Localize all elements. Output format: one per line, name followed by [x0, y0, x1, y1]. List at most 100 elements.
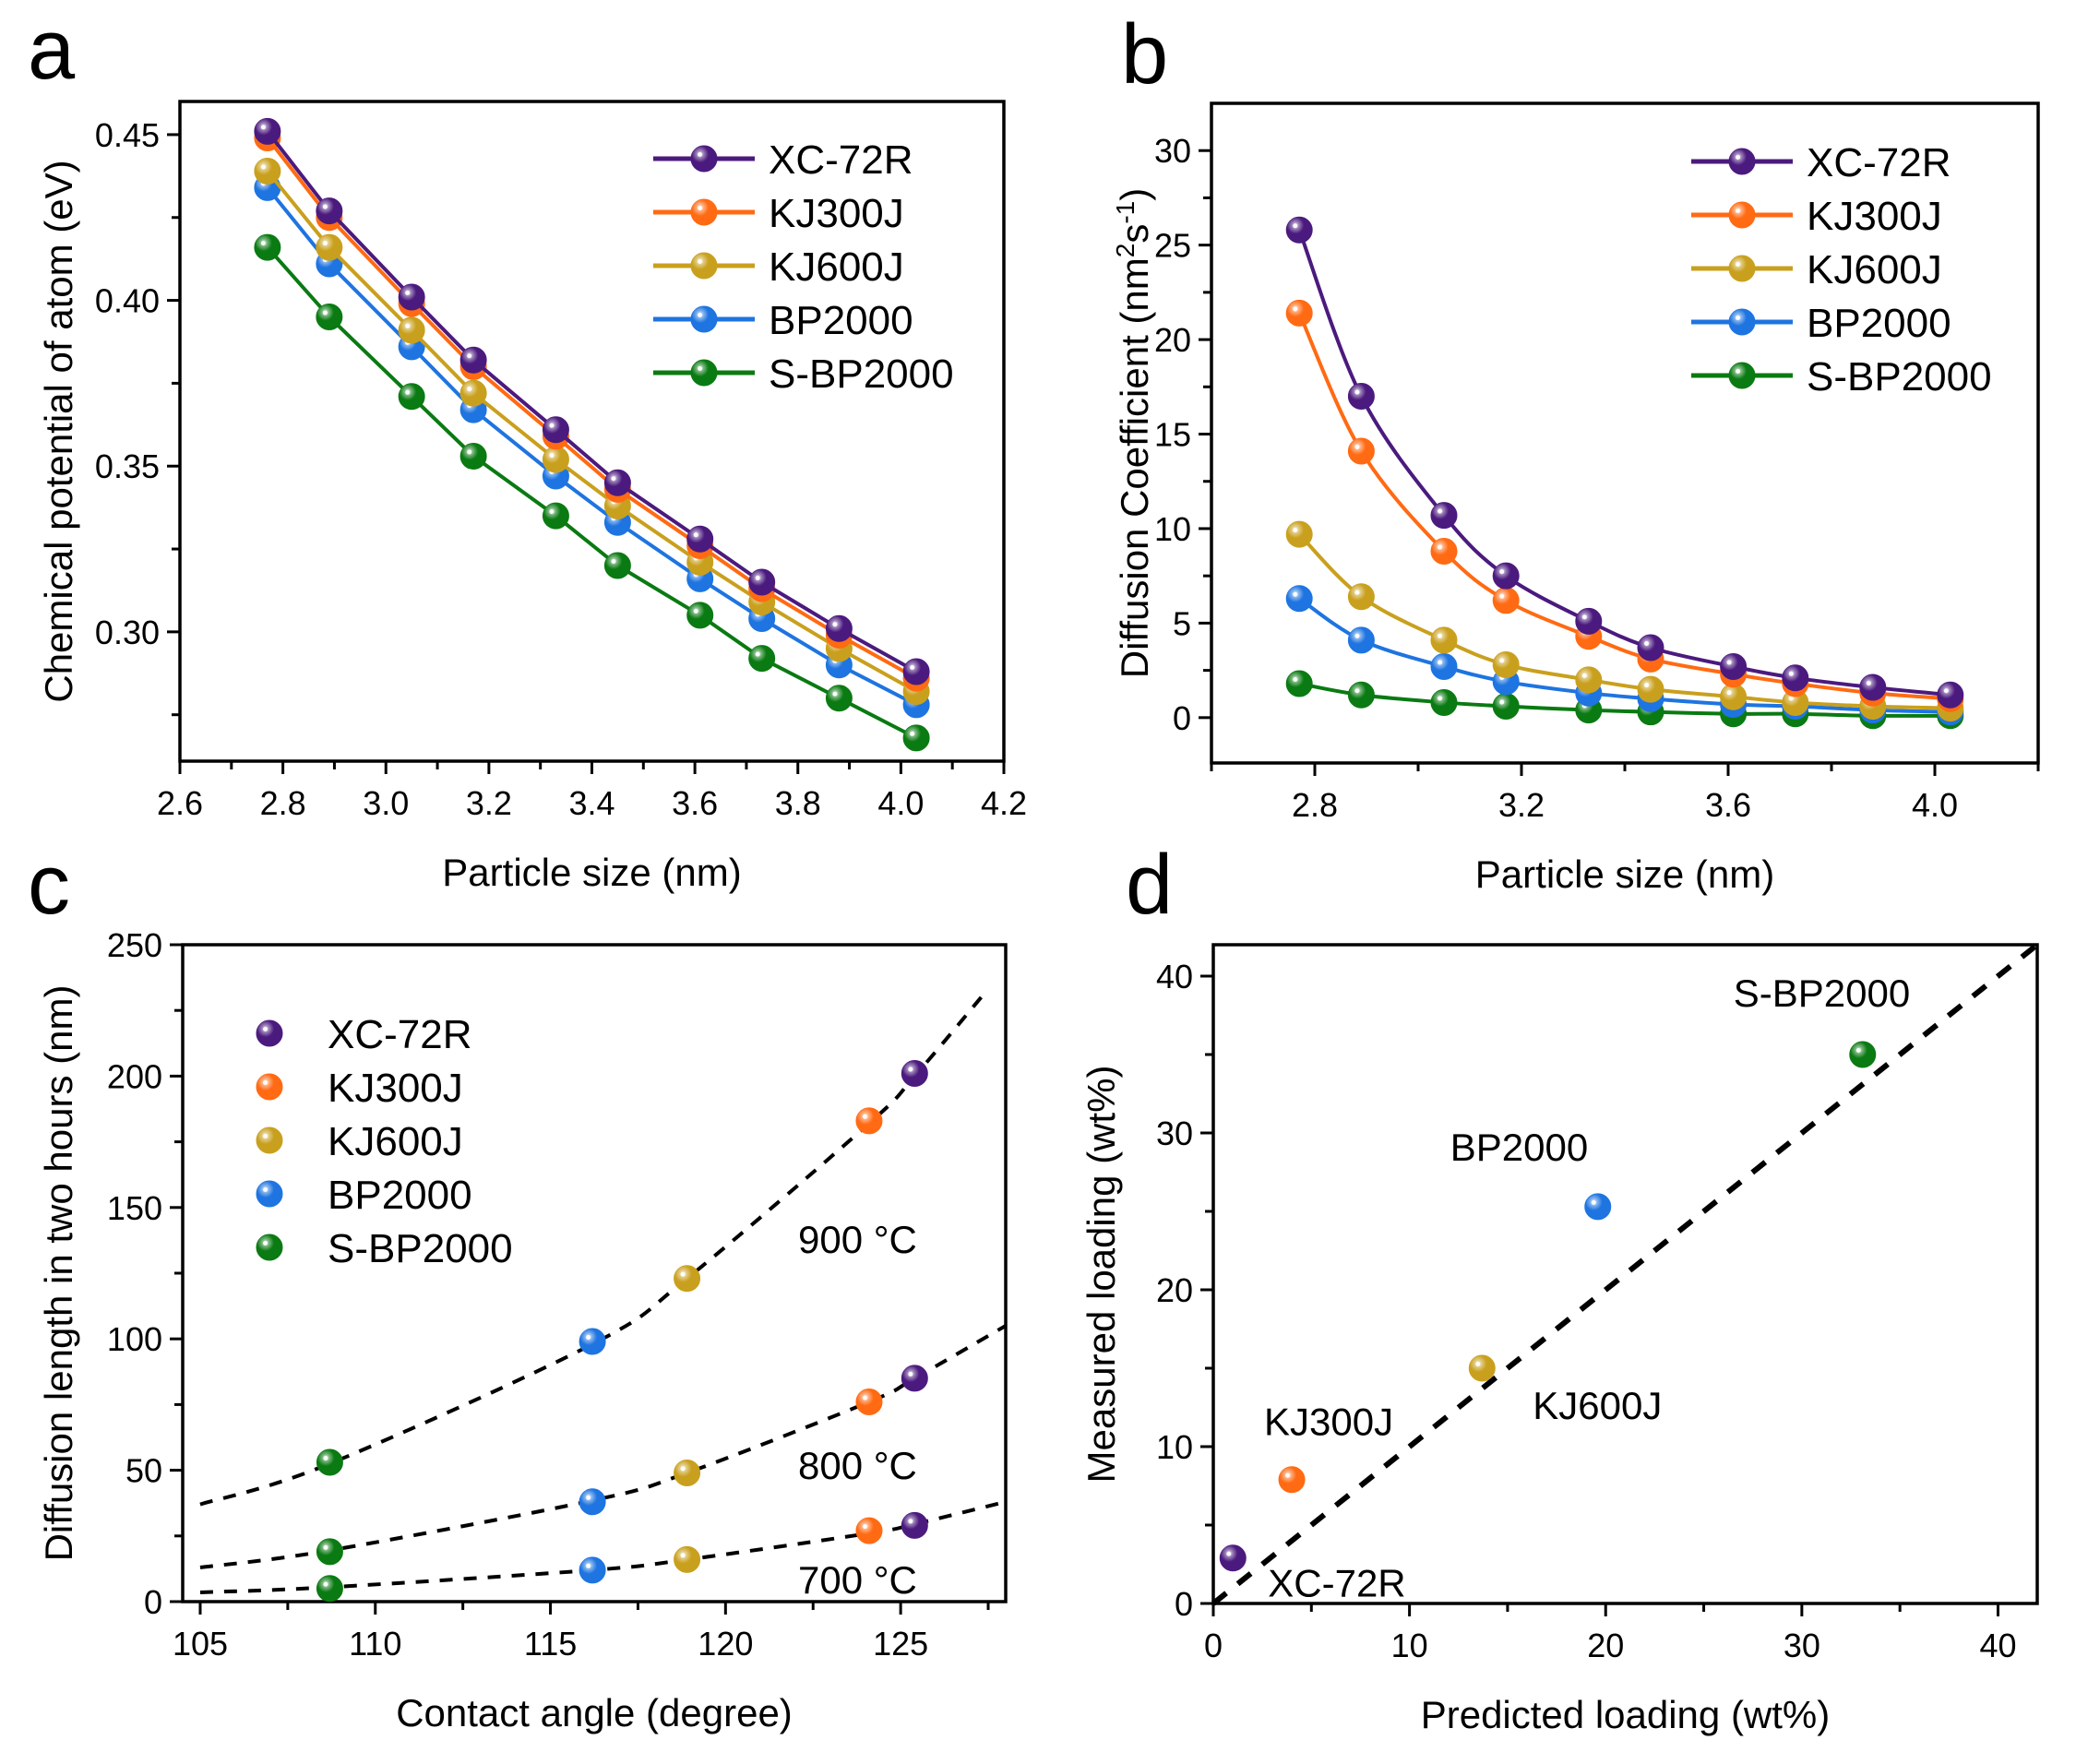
x-axis-title: Particle size (nm)	[1475, 852, 1774, 896]
legend-marker	[256, 1019, 283, 1047]
marker-glint	[549, 453, 555, 459]
data-point	[603, 552, 631, 579]
marker-highlight	[1782, 689, 1808, 716]
data-point	[459, 379, 487, 407]
data-point	[1285, 585, 1313, 613]
x-axis-title: Predicted loading (wt%)	[1421, 1693, 1831, 1736]
data-point	[1347, 681, 1375, 709]
marker-glint	[1226, 1551, 1232, 1556]
marker-highlight	[748, 568, 775, 595]
legend-marker	[690, 198, 718, 226]
data-point	[1782, 664, 1809, 692]
y-tick-label: 10	[1156, 1428, 1193, 1466]
data-point	[674, 1545, 701, 1573]
marker-glint	[1499, 569, 1505, 575]
y-tick-label: 0.35	[95, 447, 160, 485]
marker-highlight	[1348, 383, 1375, 410]
marker-glint	[322, 241, 328, 246]
marker-glint	[467, 353, 472, 359]
x-tick-label: 120	[698, 1625, 753, 1663]
series-XC-72R	[1285, 216, 1964, 709]
x-tick-label: 2.6	[157, 784, 203, 822]
data-point	[825, 685, 853, 712]
plot-frame	[1211, 943, 2039, 1605]
marker-glint	[1475, 1362, 1481, 1367]
data-point	[1849, 1041, 1877, 1068]
data-point	[254, 157, 281, 185]
y-axis-title-part: Diffusion Coefficient (nm	[1113, 257, 1156, 678]
marker-highlight	[1286, 521, 1313, 548]
marker-highlight	[901, 1512, 928, 1539]
point-label: XC-72R	[1268, 1562, 1405, 1605]
marker-highlight	[1729, 256, 1755, 281]
marker-glint	[1293, 676, 1298, 682]
y-axis-title: Diffusion length in two hours (nm)	[37, 985, 80, 1562]
marker-highlight	[686, 526, 713, 553]
marker-highlight	[691, 199, 717, 225]
legend-label: BP2000	[769, 298, 913, 343]
marker-highlight	[1431, 538, 1457, 565]
marker-glint	[908, 1519, 913, 1524]
y-tick-label: 0	[144, 1583, 162, 1621]
point-label: BP2000	[1450, 1126, 1588, 1169]
y-axis-title-part: -1	[1111, 201, 1139, 224]
marker-highlight	[901, 1060, 928, 1087]
marker-highlight	[1286, 217, 1313, 244]
marker-glint	[323, 1544, 328, 1550]
marker-glint	[549, 509, 555, 515]
marker-highlight	[1431, 689, 1457, 716]
data-point	[1575, 607, 1603, 635]
legend-marker	[1728, 255, 1756, 282]
legend-marker	[1728, 362, 1756, 389]
marker-highlight	[1469, 1355, 1496, 1381]
legend-label: BP2000	[328, 1173, 472, 1218]
marker-highlight	[316, 304, 342, 330]
y-tick-label: 25	[1154, 227, 1191, 265]
marker-glint	[260, 241, 266, 246]
temperature-label: 900 °C	[798, 1218, 917, 1261]
legend-item: XC-72R	[653, 137, 913, 183]
series-line	[266, 245, 918, 740]
data-point	[542, 502, 569, 530]
x-tick-label: 3.2	[466, 784, 512, 822]
data-point	[674, 1265, 701, 1293]
marker-glint	[263, 1027, 268, 1032]
legend-label: KJ300J	[769, 191, 904, 236]
data-point	[1575, 666, 1603, 694]
x-tick-label: 4.0	[877, 784, 924, 822]
x-tick-label: 2.8	[260, 784, 306, 822]
data-point	[855, 1107, 883, 1135]
marker-glint	[693, 608, 698, 614]
marker-highlight	[316, 234, 342, 261]
marker-glint	[908, 1067, 913, 1072]
marker-glint	[1438, 544, 1443, 550]
marker-glint	[260, 125, 266, 130]
marker-glint	[1736, 369, 1741, 375]
panel-letter: d	[1126, 838, 1173, 932]
marker-glint	[322, 310, 328, 316]
data-point	[901, 1365, 928, 1392]
y-tick-label: 50	[125, 1452, 162, 1490]
x-tick-label: 3.8	[775, 784, 821, 822]
marker-glint	[1438, 508, 1443, 514]
data-point	[1430, 653, 1458, 681]
marker-highlight	[316, 1575, 343, 1602]
data-point	[1782, 688, 1809, 716]
marker-glint	[908, 1371, 913, 1377]
y-tick-label: 200	[107, 1057, 162, 1095]
marker-glint	[1293, 591, 1298, 597]
data-point	[316, 304, 343, 331]
data-point	[254, 117, 281, 145]
data-point	[398, 383, 425, 411]
y-tick-label: 0.45	[95, 116, 160, 154]
legend-marker	[690, 305, 718, 333]
marker-highlight	[1279, 1466, 1306, 1493]
y-axis-title: Chemical potential of atom (eV)	[37, 160, 80, 702]
marker-highlight	[257, 1234, 282, 1260]
marker-glint	[586, 1495, 591, 1500]
marker-glint	[1354, 590, 1360, 595]
y-axis-title-part: s	[1113, 224, 1156, 244]
marker-highlight	[579, 1329, 606, 1355]
marker-glint	[1354, 633, 1360, 638]
data-point	[1492, 650, 1520, 678]
